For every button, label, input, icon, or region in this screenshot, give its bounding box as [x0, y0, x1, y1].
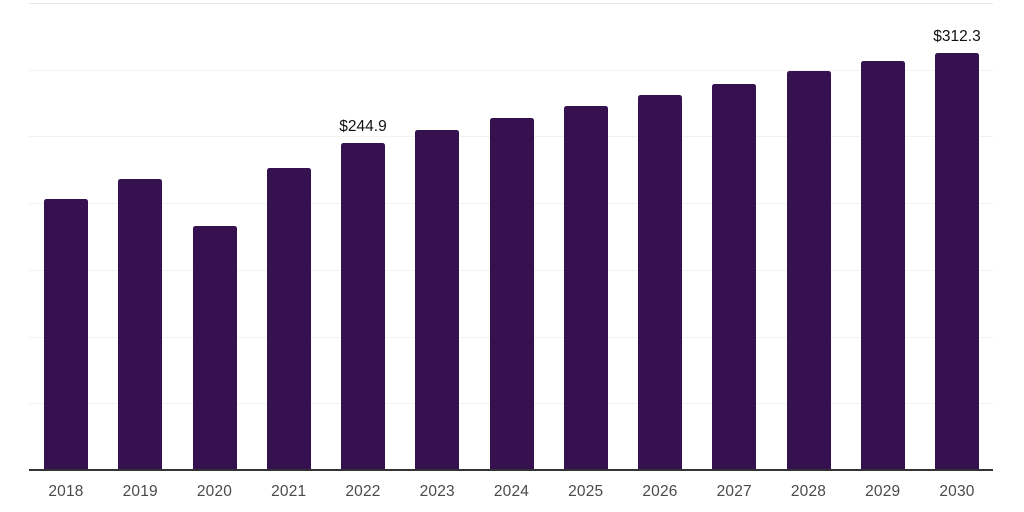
bar-2020: [192, 225, 237, 470]
bar-2023: [415, 129, 460, 470]
x-tick-label-2023: 2023: [419, 483, 455, 500]
gridline-300: [29, 69, 993, 71]
x-tick-label-2028: 2028: [790, 483, 827, 500]
x-tick-label-2020: 2020: [196, 483, 233, 500]
bar-2019: [118, 179, 163, 470]
x-tick-label-2019: 2019: [122, 483, 158, 500]
x-tick-label-2024: 2024: [493, 483, 530, 500]
bar-2026: [638, 94, 682, 470]
bar-2029: [860, 61, 905, 470]
bar-2025: [563, 106, 608, 470]
x-tick-label-2022: 2022: [345, 483, 381, 500]
gridline-350: [29, 3, 993, 4]
value-label-2030: $312.3: [933, 28, 981, 46]
bar-2024: [489, 118, 534, 470]
bar-2028: [786, 71, 831, 470]
x-tick-label-2030: 2030: [939, 483, 975, 500]
x-tick-label-2026: 2026: [642, 483, 678, 500]
bar-2030: [935, 53, 979, 470]
bar-2027: [712, 83, 757, 470]
x-tick-label-2029: 2029: [865, 483, 901, 500]
value-label-2022: $244.9: [339, 118, 387, 136]
x-tick-label-2025: 2025: [568, 483, 604, 500]
bar-2022: [341, 143, 385, 470]
bar-2021: [266, 167, 311, 470]
x-axis-line: [29, 469, 993, 471]
bar-2018: [44, 198, 88, 470]
x-tick-label-2018: 2018: [48, 483, 84, 500]
x-tick-label-2027: 2027: [716, 483, 752, 500]
x-tick-label-2021: 2021: [271, 483, 307, 500]
